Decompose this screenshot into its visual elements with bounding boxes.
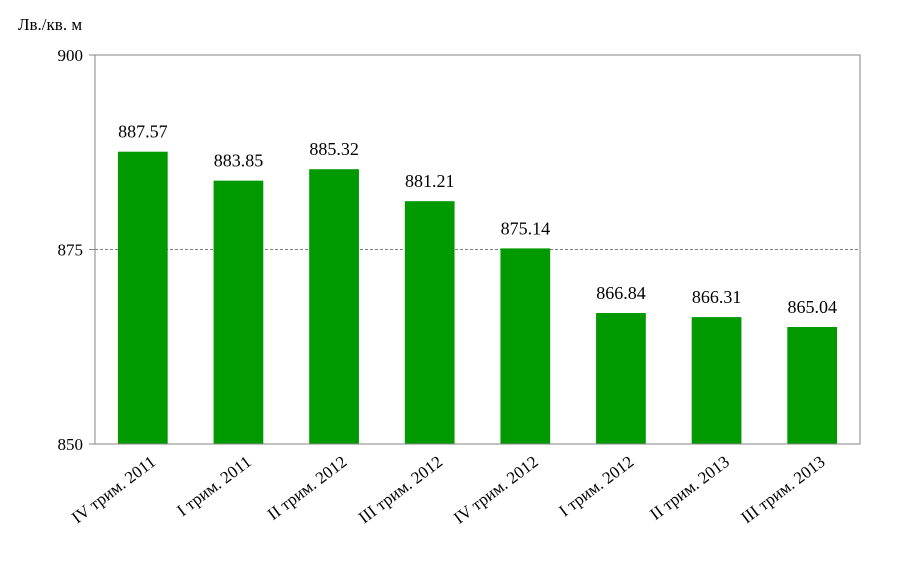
x-tick-label: IV трим. 2012: [450, 452, 542, 528]
y-tick-label: 875: [58, 241, 84, 260]
data-label: 866.31: [692, 287, 742, 307]
bar: [213, 180, 264, 444]
x-tick-label: II трим. 2012: [264, 452, 351, 524]
data-label: 883.85: [214, 151, 264, 171]
y-axis: 850 875 900: [58, 46, 860, 454]
x-tick-label: IV трим. 2011: [68, 452, 159, 527]
data-label: 875.14: [501, 218, 551, 238]
bar: [404, 201, 455, 444]
y-tick-label: 900: [58, 46, 84, 65]
x-tick-label: II трим. 2013: [646, 452, 733, 524]
data-labels: 887.57 883.85 885.32 881.21 875.14 866.84 866.…: [118, 122, 837, 317]
x-tick-label: III трим. 2012: [355, 452, 446, 527]
x-axis-labels: IV трим. 2011 I трим. 2011 II трим. 2012 II…: [68, 452, 828, 528]
bar: [117, 151, 168, 445]
bar: [787, 326, 838, 444]
bar: [309, 169, 359, 445]
data-label: 887.57: [118, 122, 168, 142]
data-label: 881.21: [405, 171, 455, 191]
bar: [691, 317, 742, 444]
y-axis-title: Лв./кв. м: [18, 15, 82, 34]
data-label: 865.04: [787, 297, 837, 317]
x-tick-label: I трим. 2011: [173, 452, 255, 520]
x-tick-label: III трим. 2013: [738, 452, 829, 527]
bar: [500, 248, 551, 444]
bars: [117, 151, 838, 445]
data-label: 866.84: [596, 283, 646, 303]
y-tick-label: 850: [58, 435, 84, 454]
data-label: 885.32: [309, 139, 359, 159]
bar: [596, 312, 646, 444]
x-tick-label: I трим. 2012: [555, 452, 637, 520]
